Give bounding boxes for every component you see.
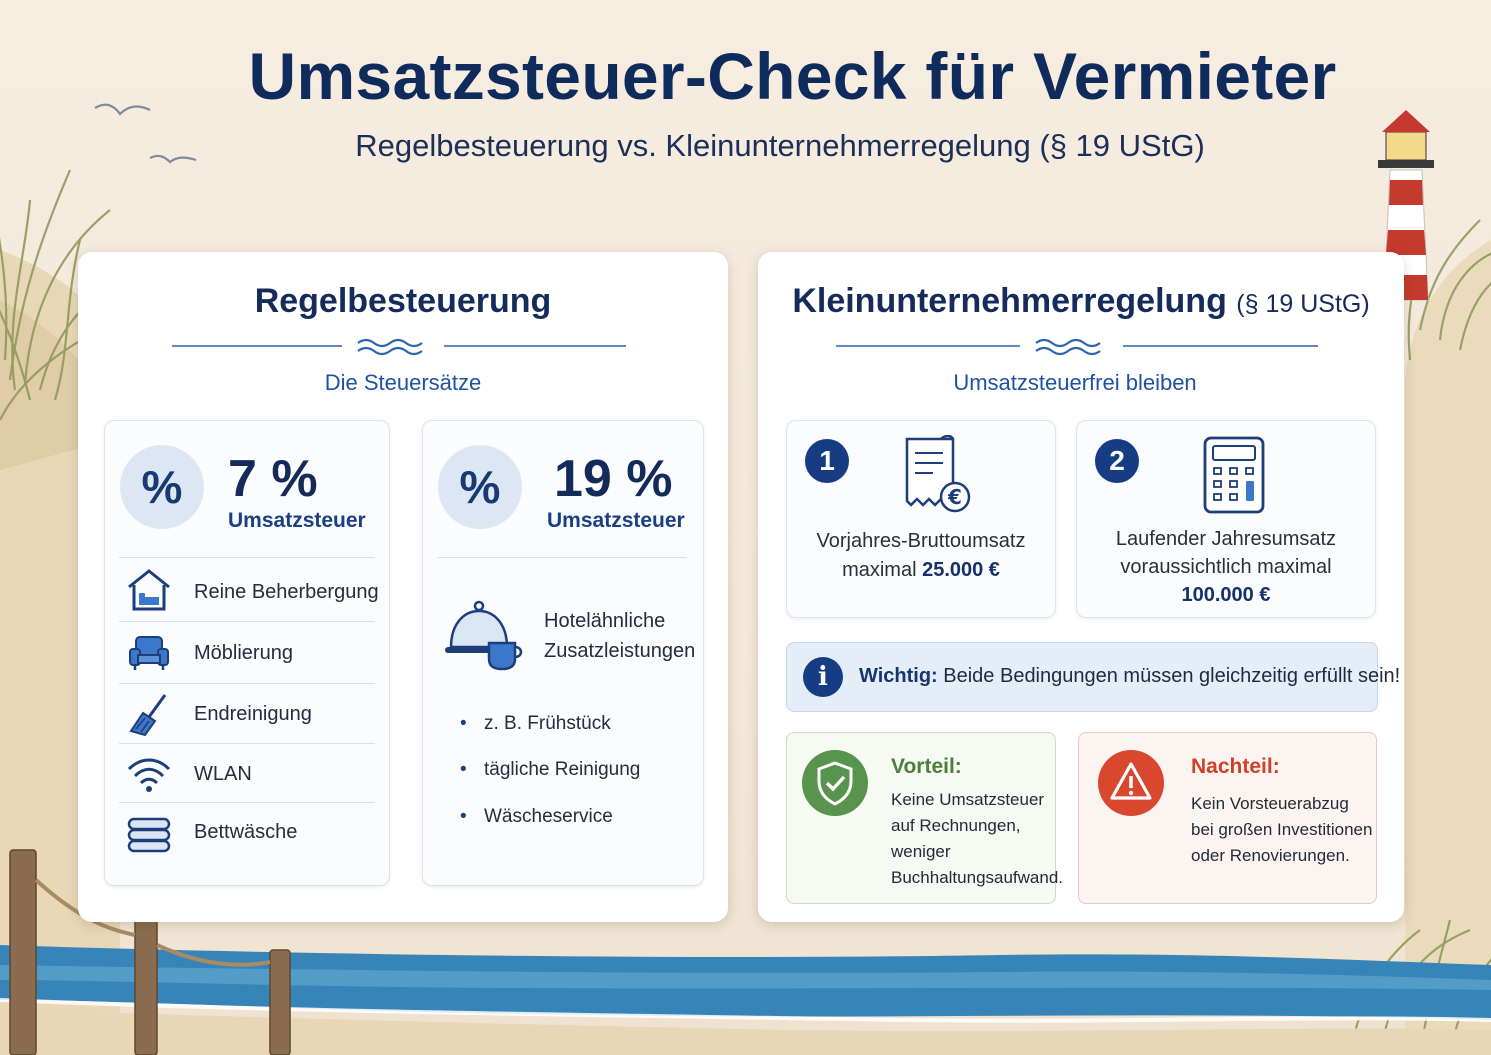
rate-value: 19 % <box>554 450 673 508</box>
folded-linen-icon <box>127 817 171 853</box>
divider-line <box>119 621 375 622</box>
item-label: Reine Beherbergung <box>194 581 379 603</box>
bullet-item: z. B. Frühstück <box>460 713 611 735</box>
wooden-fence <box>9 849 291 1055</box>
shield-check-icon <box>802 750 868 816</box>
service-line-1: Hotelähnliche <box>544 610 666 632</box>
item-label: WLAN <box>194 763 252 785</box>
service-line-2: Zusatzleistungen <box>544 640 696 662</box>
percent-icon: % <box>438 445 522 529</box>
panel-title-main: Kleinunternehmerregelung <box>792 282 1227 320</box>
condition-text: Laufender Jahresumsatz voraussichtlich m… <box>1115 528 1337 606</box>
condition-card-1: 1 € Vorjahres-Bruttoumsatz maximal 25.00… <box>786 420 1056 618</box>
condition-card-2: 2 Laufender Jahresumsatz voraussichtlich… <box>1076 420 1376 618</box>
rate-card-19: % 19 % Umsatzsteuer Hotelähnliche Zusatz… <box>422 420 704 886</box>
warning-icon <box>1098 750 1164 816</box>
divider-line <box>119 743 375 744</box>
wave-divider <box>172 338 626 356</box>
disadvantage-text: Kein Vorsteuerabzug bei großen Investiti… <box>1191 794 1373 865</box>
page-subtitle: Regelbesteuerung vs. Kleinunternehmerreg… <box>355 128 1205 163</box>
receipt-euro-icon: € <box>905 435 971 513</box>
bullet-item: Wäscheservice <box>460 806 613 828</box>
divider-line <box>119 557 375 558</box>
important-notice: i Wichtig: Beide Bedingungen müssen glei… <box>786 642 1400 712</box>
amount: 25.000 € <box>922 559 1000 581</box>
notice-text: Wichtig: Beide Bedingungen müssen gleich… <box>859 665 1401 687</box>
item-label: Endreinigung <box>194 703 312 725</box>
cloche-cup-icon <box>445 600 523 671</box>
beach-sand <box>0 1010 1491 1055</box>
advantage-title: Vorteil: <box>891 755 962 778</box>
bullet-item: tägliche Reinigung <box>460 759 640 781</box>
rate-value: 7 % <box>228 450 318 508</box>
wifi-icon <box>127 758 171 792</box>
panel-title: Regelbesteuerung <box>254 282 552 320</box>
divider-line <box>119 683 375 684</box>
percent-icon: % <box>120 445 204 529</box>
calculator-icon <box>1203 436 1265 514</box>
armchair-icon <box>129 636 169 670</box>
svg-text:€: € <box>947 485 962 509</box>
item-label: Möblierung <box>194 642 293 664</box>
number-badge: 2 <box>1095 439 1139 483</box>
page-title: Umsatzsteuer-Check für Vermieter <box>248 39 1337 113</box>
regelbesteuerung-panel: Regelbesteuerung Die Steuersätze % 7 % U… <box>78 252 728 922</box>
section-title: Umsatzsteuerfrei bleiben <box>953 370 1197 395</box>
broom-icon <box>129 694 167 737</box>
disadvantage-box: Nachteil: Kein Vorsteuerabzug bei großen… <box>1078 732 1377 904</box>
divider-line <box>437 557 687 558</box>
wave-divider <box>836 338 1318 356</box>
rate-card-7: % 7 % Umsatzsteuer Reine Beherbergung Mö… <box>104 420 390 886</box>
panel-title-suffix: (§ 19 UStG) <box>1236 290 1370 318</box>
kleinunternehmer-panel: Kleinunternehmerregelung (§ 19 UStG) Ums… <box>758 252 1404 922</box>
rate-label: Umsatzsteuer <box>228 509 366 532</box>
advantage-text: Keine Umsatzsteuer auf Rechnungen, wenig… <box>891 790 1064 887</box>
right-dune <box>1405 240 1491 1055</box>
number-badge: 1 <box>805 439 849 483</box>
divider-line <box>119 802 375 803</box>
condition-text: Vorjahres-Bruttoumsatz maximal 25.000 € <box>816 530 1026 581</box>
seagulls <box>94 103 197 164</box>
disadvantage-title: Nachteil: <box>1191 755 1280 778</box>
amount: 100.000 € <box>1181 584 1271 606</box>
section-title: Die Steuersätze <box>324 370 482 395</box>
house-bed-icon <box>128 569 170 611</box>
info-icon: i <box>803 657 843 697</box>
item-label: Bettwäsche <box>194 821 298 843</box>
panel-title: Kleinunternehmerregelung (§ 19 UStG) <box>758 282 1404 321</box>
advantage-box: Vorteil: Keine Umsatzsteuer auf Rechnung… <box>786 732 1063 904</box>
rate-label: Umsatzsteuer <box>547 509 685 532</box>
